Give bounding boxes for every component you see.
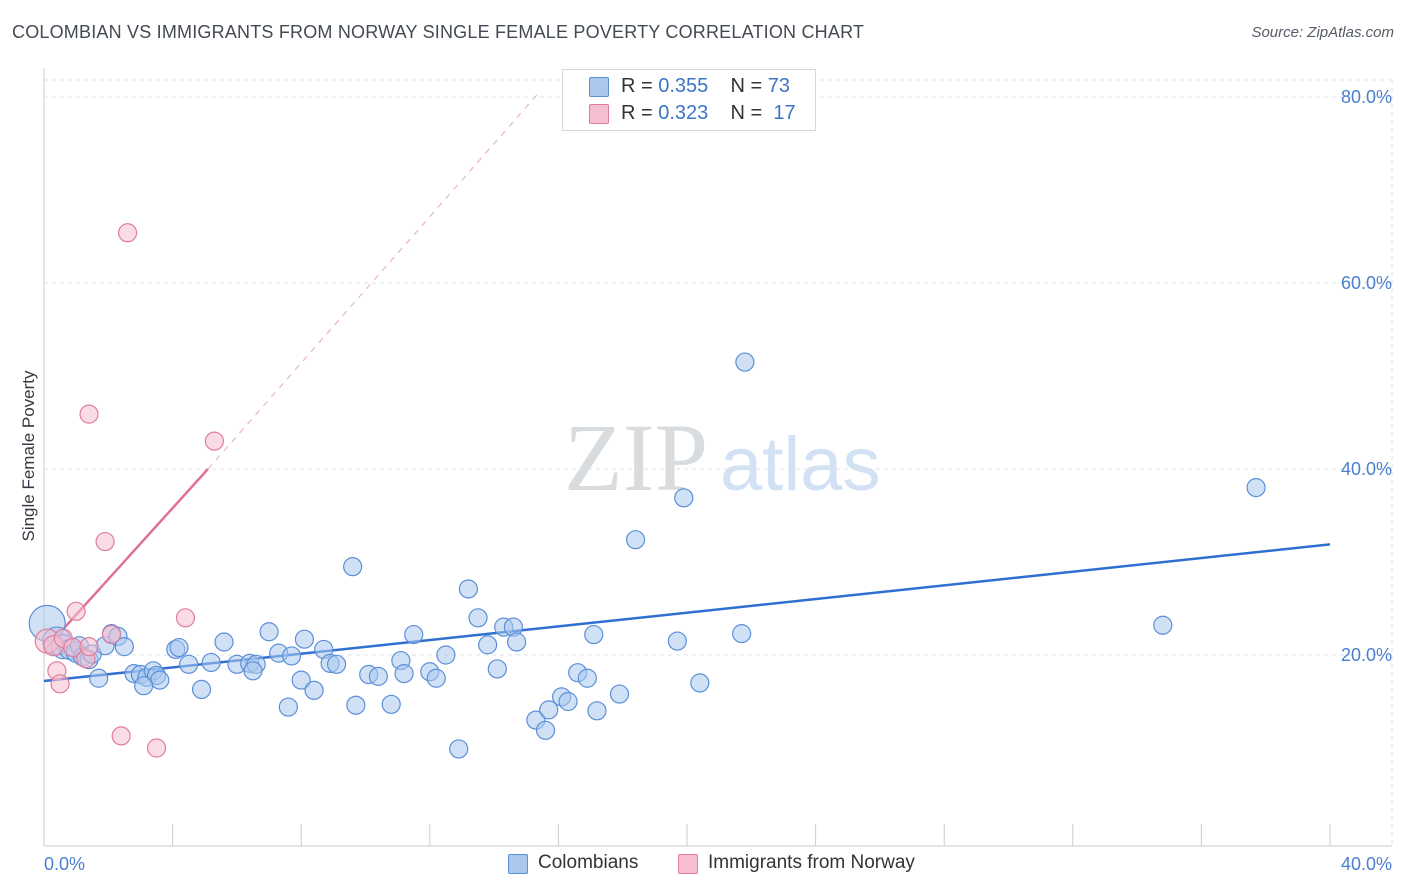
grid-layer — [44, 79, 1393, 846]
colombian-point — [114, 637, 134, 657]
colombian-point — [468, 608, 488, 628]
colombian-point — [558, 691, 578, 712]
x-tick-label: 40.0% — [1341, 854, 1392, 874]
y-tick-label: 60.0% — [1341, 273, 1392, 293]
colombian-point — [690, 673, 710, 693]
colombian-point — [404, 624, 424, 645]
colombian-point — [449, 739, 469, 759]
trend-layer — [43, 91, 1331, 683]
legend-n-value: 73 — [767, 75, 791, 97]
colombian-point — [259, 622, 279, 642]
legend-r-label: R = — [621, 75, 653, 97]
norway-point — [101, 624, 122, 645]
stats-legend: R = 0.355 N = 73 R = 0.323 N = 17 — [562, 69, 816, 131]
y-axis-title: Single Female Poverty — [19, 370, 38, 542]
colombian-point — [243, 661, 263, 681]
x-tick-label: 0.0% — [44, 854, 85, 874]
legend-r-value: 0.323 — [658, 102, 709, 124]
watermark-atlas: atlas — [720, 422, 881, 507]
legend-n-label: N = — [730, 75, 763, 97]
axis-layer — [43, 68, 1392, 847]
colombian-point — [487, 659, 507, 679]
bottom-legend-swatch-pink — [678, 854, 698, 874]
colombian-point — [584, 624, 604, 645]
colombian-point — [478, 635, 498, 655]
watermark: ZIP atlas — [564, 404, 881, 511]
colombian-point — [214, 632, 234, 652]
norway-trend-line — [43, 468, 209, 652]
colombian-point — [368, 666, 388, 686]
colombian-point — [278, 697, 298, 717]
legend-text: R = 0.355 N = 73 — [621, 75, 790, 98]
legend-n-value: 17 — [773, 102, 796, 124]
colombian-point — [394, 663, 414, 684]
colombian-point — [732, 624, 752, 644]
colombian-point — [577, 668, 597, 688]
bottom-legend-label: Colombians — [538, 852, 639, 873]
colombian-point — [150, 670, 170, 690]
colombian-point — [343, 557, 363, 577]
y-tick-label: 80.0% — [1341, 87, 1392, 107]
colombian-point — [539, 700, 559, 720]
norway-trend-extension — [207, 91, 540, 470]
colombian-point — [346, 695, 366, 715]
colombian-point — [326, 654, 347, 674]
points-layer — [28, 223, 1266, 759]
norway-point — [66, 601, 86, 621]
colombian-point — [609, 684, 630, 704]
colombian-point — [169, 637, 189, 658]
colombian-point — [625, 530, 646, 550]
colombian-point — [1246, 478, 1266, 498]
colombian-point — [507, 632, 527, 652]
colombian-point — [535, 720, 556, 740]
colombian-point — [426, 668, 446, 688]
legend-swatch-blue — [589, 77, 609, 97]
norway-point — [146, 738, 167, 758]
colombian-point — [281, 646, 302, 666]
colombian-point — [587, 701, 607, 721]
legend-n-label: N = — [730, 102, 763, 124]
norway-point — [111, 726, 131, 746]
norway-point — [204, 431, 224, 451]
colombian-point — [291, 670, 311, 690]
colombian-point — [674, 488, 694, 508]
colombian-point — [89, 668, 109, 688]
colombian-point — [191, 679, 212, 700]
legend-r-label: R = — [621, 102, 653, 124]
norway-point — [175, 608, 196, 628]
source-label: Source: ZipAtlas.com — [1251, 24, 1394, 41]
bottom-legend: Colombians Immigrants from Norway — [0, 852, 1406, 878]
norway-point — [79, 637, 99, 657]
colombian-point — [458, 579, 478, 599]
colombian-point — [294, 629, 315, 649]
bottom-legend-swatch-blue — [508, 854, 528, 874]
norway-point — [50, 674, 70, 694]
norway-point — [117, 223, 138, 243]
colombian-point — [179, 654, 199, 674]
legend-text: R = 0.323 N = 17 — [621, 102, 796, 125]
colombian-point — [735, 352, 755, 372]
colombian-point — [381, 694, 401, 714]
legend-r-value: 0.355 — [658, 75, 709, 97]
chart-title: COLOMBIAN VS IMMIGRANTS FROM NORWAY SING… — [12, 22, 865, 42]
y-tick-label: 40.0% — [1341, 459, 1392, 479]
colombian-point — [304, 680, 324, 700]
colombian-point — [1153, 615, 1173, 635]
colombian-point — [134, 676, 154, 696]
norway-point — [79, 404, 99, 424]
legend-swatch-pink — [589, 104, 609, 124]
colombian-point — [667, 631, 687, 651]
label-layer: 20.0% 40.0% 60.0% 80.0% 0.0% 40.0% Single Fema… — [19, 87, 1392, 874]
norway-point — [95, 531, 115, 552]
colombian-point — [436, 645, 456, 665]
colombian-point — [201, 652, 221, 673]
bottom-legend-label: Immigrants from Norway — [708, 852, 915, 873]
y-tick-label: 20.0% — [1341, 645, 1392, 665]
